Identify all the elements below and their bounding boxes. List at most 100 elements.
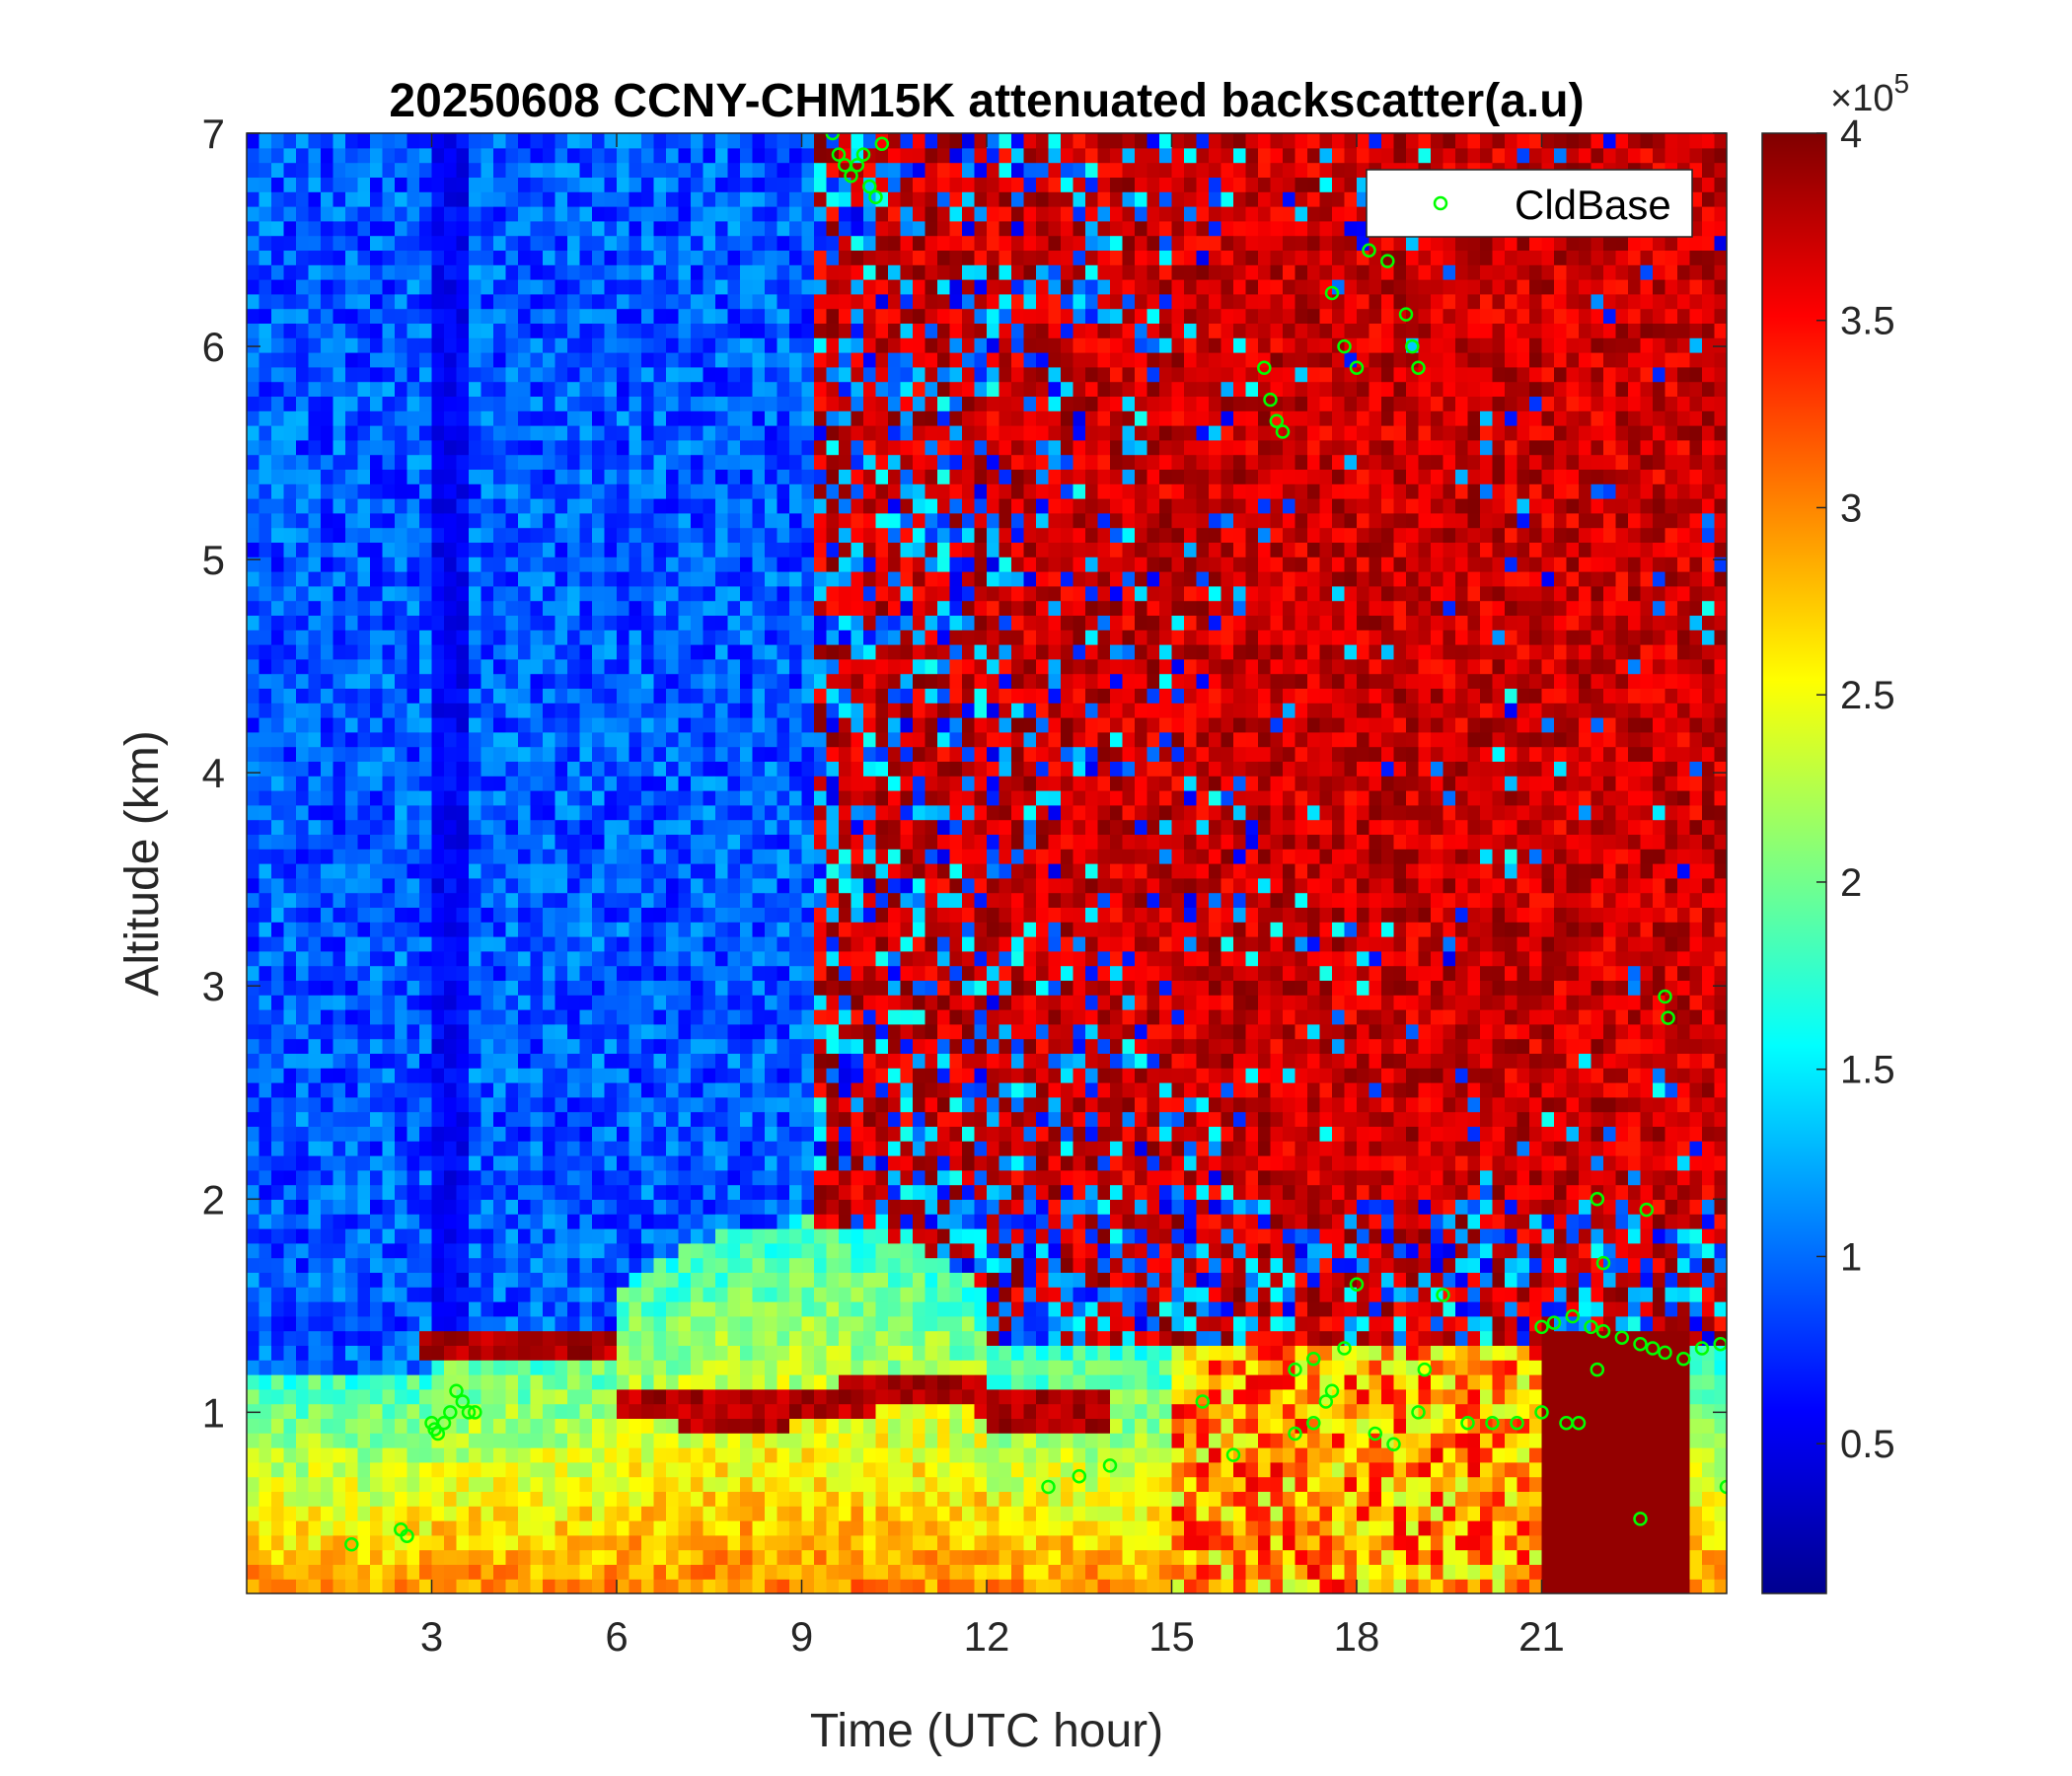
heatmap-cell xyxy=(777,965,790,981)
heatmap-cell xyxy=(431,717,445,733)
heatmap-cell xyxy=(801,308,815,324)
heatmap-cell xyxy=(481,366,494,383)
heatmap-cell xyxy=(826,1228,840,1244)
heatmap-cell xyxy=(715,220,729,237)
heatmap-cell xyxy=(530,1301,544,1317)
heatmap-cell xyxy=(592,147,606,164)
heatmap-cell xyxy=(543,498,556,514)
heatmap-cell xyxy=(715,512,729,529)
heatmap-cell xyxy=(431,498,445,514)
heatmap-cell xyxy=(629,250,642,265)
heatmap-cell xyxy=(567,1403,581,1419)
heatmap-cell xyxy=(419,1345,433,1361)
heatmap-cell xyxy=(444,746,458,762)
heatmap-cell xyxy=(407,1330,420,1346)
heatmap-cell xyxy=(308,673,322,689)
heatmap-cell xyxy=(407,1461,420,1478)
heatmap-cell xyxy=(419,1068,433,1083)
heatmap-cell xyxy=(395,1257,408,1273)
heatmap-cell xyxy=(604,483,618,499)
heatmap-cell xyxy=(345,761,359,777)
heatmap-cell xyxy=(296,1491,310,1507)
heatmap-cell xyxy=(777,1330,790,1346)
heatmap-cell xyxy=(357,1491,371,1507)
heatmap-cell xyxy=(691,629,704,645)
heatmap-cell xyxy=(444,1053,458,1069)
heatmap-cell xyxy=(617,804,630,821)
heatmap-cell xyxy=(727,293,741,310)
heatmap-cell xyxy=(419,527,433,543)
heatmap-cell xyxy=(296,571,310,587)
heatmap-cell xyxy=(653,1053,667,1069)
heatmap-cell xyxy=(505,1301,519,1317)
heatmap-cell xyxy=(321,1564,334,1580)
heatmap-cell xyxy=(247,731,260,748)
heatmap-cell xyxy=(839,761,852,777)
heatmap-cell xyxy=(641,1579,655,1593)
heatmap-cell xyxy=(777,425,790,441)
heatmap-cell xyxy=(555,761,568,777)
heatmap-cell xyxy=(567,1447,581,1463)
heatmap-cell xyxy=(431,250,445,265)
heatmap-cell xyxy=(296,425,310,441)
heatmap-cell xyxy=(839,571,852,587)
heatmap-cell xyxy=(617,250,630,265)
heatmap-cell xyxy=(308,410,322,426)
heatmap-cell xyxy=(444,1360,458,1375)
heatmap-cell xyxy=(715,1534,729,1551)
heatmap-cell xyxy=(407,644,420,660)
heatmap-cell xyxy=(604,965,618,981)
heatmap-cell xyxy=(444,1141,458,1156)
heatmap-cell xyxy=(259,235,272,251)
heatmap-cell xyxy=(259,1579,272,1593)
heatmap-cell xyxy=(567,308,581,324)
heatmap-cell xyxy=(592,863,606,879)
heatmap-cell xyxy=(518,688,532,703)
heatmap-cell xyxy=(345,1184,359,1200)
heatmap-cell xyxy=(777,1068,790,1083)
heatmap-cell xyxy=(333,439,346,456)
heatmap-cell xyxy=(419,396,433,411)
heatmap-cell xyxy=(617,1096,630,1113)
heatmap-cell xyxy=(308,293,322,310)
heatmap-cell xyxy=(629,220,642,237)
heatmap-cell xyxy=(678,1476,692,1492)
heatmap-cell xyxy=(641,585,655,602)
heatmap-cell xyxy=(505,396,519,411)
heatmap-cell xyxy=(678,1491,692,1507)
heatmap-cell xyxy=(851,1184,864,1200)
heatmap-cell xyxy=(752,1506,766,1521)
heatmap-cell xyxy=(653,731,667,748)
heatmap-cell xyxy=(456,177,470,192)
heatmap-cell xyxy=(691,995,704,1010)
heatmap-cell xyxy=(481,220,494,237)
heatmap-cell xyxy=(271,980,285,996)
heatmap-cell xyxy=(555,907,568,923)
heatmap-cell xyxy=(493,498,507,514)
heatmap-cell xyxy=(505,995,519,1010)
heatmap-cell xyxy=(703,819,716,835)
heatmap-cell xyxy=(691,1520,704,1536)
heatmap-cell xyxy=(505,1345,519,1361)
heatmap-cell xyxy=(321,1023,334,1040)
heatmap-cell xyxy=(308,1184,322,1200)
heatmap-cell xyxy=(629,512,642,529)
heatmap-cell xyxy=(555,410,568,426)
heatmap-cell xyxy=(789,776,803,791)
heatmap-cell xyxy=(493,410,507,426)
heatmap-cell xyxy=(567,1009,581,1025)
heatmap-cell xyxy=(481,922,494,937)
heatmap-cell xyxy=(777,469,790,484)
heatmap-cell xyxy=(481,133,494,149)
heatmap-cell xyxy=(691,1053,704,1069)
heatmap-cell xyxy=(666,1330,680,1346)
heatmap-cell xyxy=(666,936,680,952)
heatmap-cell xyxy=(407,658,420,675)
heatmap-cell xyxy=(283,717,297,733)
heatmap-cell xyxy=(247,717,260,733)
heatmap-cell xyxy=(370,1023,384,1040)
heatmap-cell xyxy=(518,658,532,675)
heatmap-cell xyxy=(592,469,606,484)
heatmap-cell xyxy=(431,1199,445,1215)
heatmap-cell xyxy=(419,1388,433,1405)
